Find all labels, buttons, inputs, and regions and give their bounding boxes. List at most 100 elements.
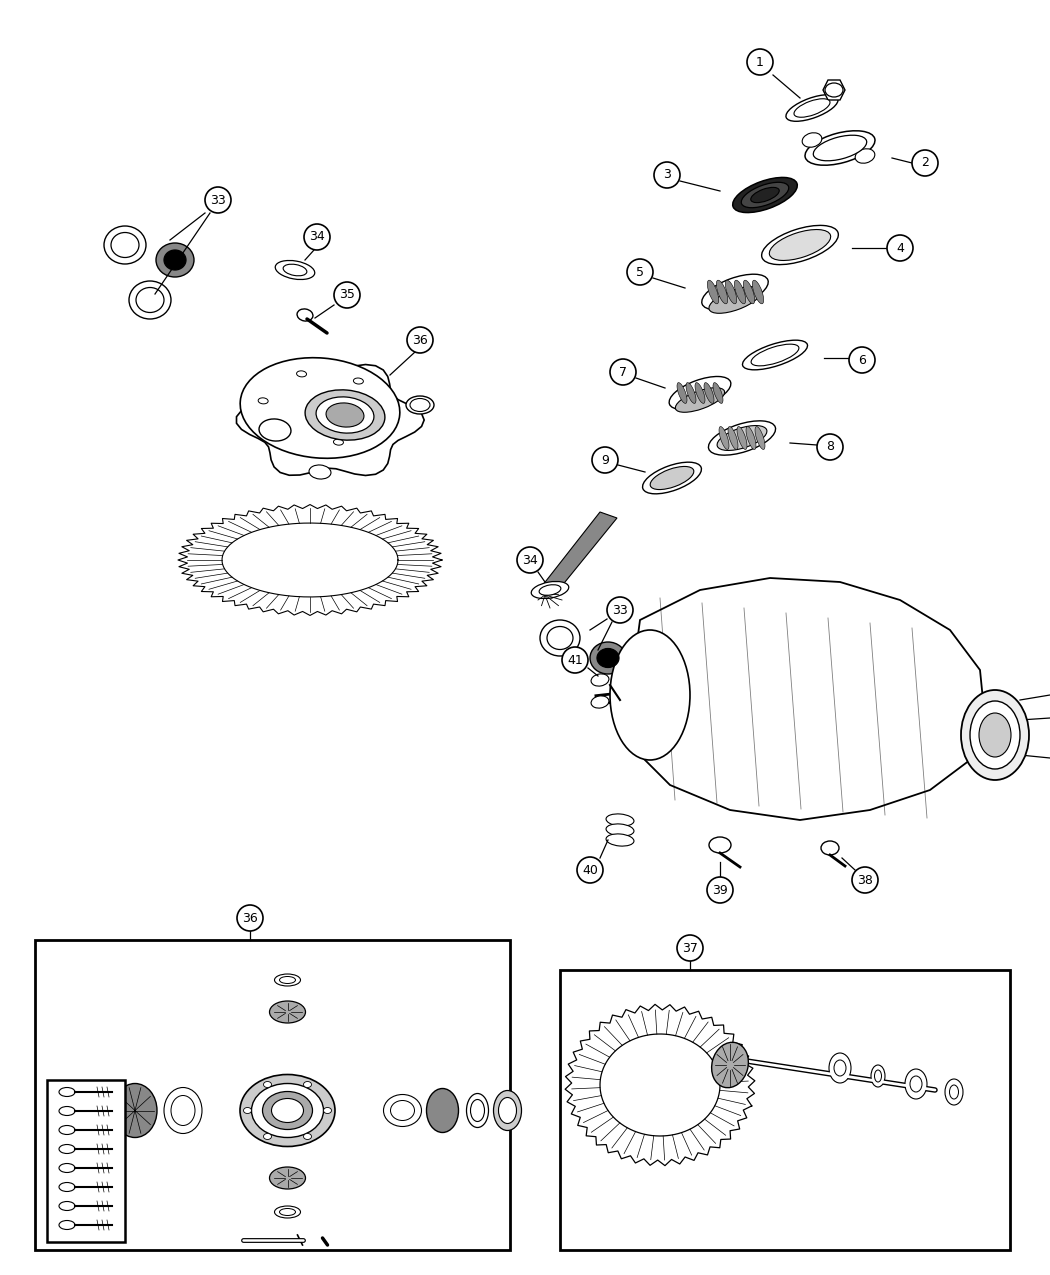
Text: 7: 7 (620, 366, 627, 379)
Ellipse shape (59, 1088, 75, 1096)
Ellipse shape (751, 344, 799, 366)
Circle shape (887, 235, 914, 261)
Circle shape (407, 326, 433, 353)
Ellipse shape (275, 260, 315, 279)
Ellipse shape (650, 467, 694, 490)
Ellipse shape (709, 421, 776, 455)
Circle shape (707, 877, 733, 903)
Ellipse shape (410, 399, 430, 412)
Ellipse shape (709, 836, 731, 853)
Ellipse shape (259, 419, 291, 441)
Ellipse shape (494, 1090, 522, 1131)
Ellipse shape (323, 1108, 332, 1113)
Ellipse shape (825, 83, 843, 97)
Ellipse shape (802, 133, 822, 147)
Ellipse shape (830, 1053, 850, 1082)
Ellipse shape (59, 1164, 75, 1173)
Circle shape (852, 867, 878, 892)
Circle shape (237, 905, 262, 931)
Ellipse shape (111, 232, 139, 258)
Ellipse shape (59, 1145, 75, 1154)
Ellipse shape (296, 371, 307, 377)
Ellipse shape (708, 280, 718, 303)
Ellipse shape (752, 280, 763, 303)
Text: 34: 34 (309, 231, 324, 244)
Ellipse shape (786, 94, 838, 121)
Bar (35, 940, 510, 1250)
Ellipse shape (770, 230, 831, 260)
Text: 41: 41 (567, 654, 583, 667)
Ellipse shape (606, 834, 634, 847)
Ellipse shape (77, 1090, 103, 1131)
Ellipse shape (156, 244, 194, 277)
Circle shape (610, 360, 636, 385)
Ellipse shape (303, 1133, 312, 1140)
Circle shape (562, 646, 588, 673)
Ellipse shape (733, 177, 797, 213)
Circle shape (817, 434, 843, 460)
Ellipse shape (264, 1081, 272, 1088)
Circle shape (747, 48, 773, 75)
Ellipse shape (741, 182, 789, 208)
Ellipse shape (383, 1094, 421, 1127)
Ellipse shape (814, 135, 866, 161)
Ellipse shape (252, 1084, 323, 1137)
Ellipse shape (164, 250, 186, 270)
Ellipse shape (591, 696, 609, 708)
Ellipse shape (274, 1206, 300, 1218)
Ellipse shape (59, 1182, 75, 1192)
Ellipse shape (728, 427, 738, 450)
Ellipse shape (716, 280, 728, 303)
Ellipse shape (610, 630, 690, 760)
Ellipse shape (499, 1098, 517, 1123)
Polygon shape (536, 513, 617, 598)
Polygon shape (222, 523, 398, 597)
Ellipse shape (240, 1075, 335, 1146)
Ellipse shape (279, 977, 295, 983)
Ellipse shape (104, 226, 146, 264)
Text: 40: 40 (582, 863, 597, 876)
Ellipse shape (540, 620, 580, 657)
Ellipse shape (264, 1133, 272, 1140)
Ellipse shape (695, 382, 705, 403)
Circle shape (654, 162, 680, 187)
Ellipse shape (279, 1209, 295, 1215)
Circle shape (627, 259, 653, 286)
Text: 33: 33 (612, 603, 628, 617)
Ellipse shape (59, 1107, 75, 1116)
Text: 3: 3 (663, 168, 671, 181)
Ellipse shape (872, 1065, 885, 1088)
Text: 36: 36 (243, 912, 258, 924)
Polygon shape (628, 578, 985, 820)
Ellipse shape (391, 1100, 415, 1121)
Ellipse shape (59, 1201, 75, 1210)
Ellipse shape (910, 1076, 922, 1091)
Ellipse shape (597, 649, 620, 668)
Polygon shape (823, 80, 845, 99)
Ellipse shape (591, 674, 609, 686)
Ellipse shape (244, 1108, 252, 1113)
Circle shape (592, 448, 618, 473)
Ellipse shape (240, 358, 400, 458)
Text: 9: 9 (601, 454, 609, 467)
Ellipse shape (701, 274, 769, 310)
Ellipse shape (742, 340, 807, 370)
Ellipse shape (129, 280, 171, 319)
Ellipse shape (81, 1096, 99, 1125)
Text: 1: 1 (756, 56, 764, 69)
Text: 4: 4 (896, 241, 904, 255)
Ellipse shape (961, 690, 1029, 780)
Text: 34: 34 (522, 553, 538, 566)
Ellipse shape (466, 1094, 488, 1127)
Ellipse shape (719, 427, 729, 450)
Text: 35: 35 (339, 288, 355, 301)
Ellipse shape (606, 813, 634, 826)
Ellipse shape (734, 280, 745, 303)
Ellipse shape (855, 149, 875, 163)
Ellipse shape (979, 713, 1011, 757)
Ellipse shape (717, 426, 766, 450)
Text: 2: 2 (921, 157, 929, 170)
Ellipse shape (59, 1220, 75, 1229)
Ellipse shape (821, 842, 839, 856)
Ellipse shape (704, 382, 714, 403)
